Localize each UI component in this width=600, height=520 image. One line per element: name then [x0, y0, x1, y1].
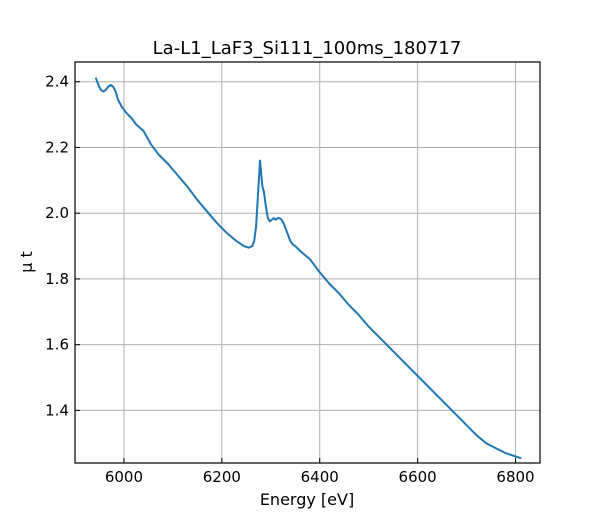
chart-title: La-L1_LaF3_Si111_100ms_180717: [153, 38, 462, 59]
y-tick-label: 1.6: [45, 336, 69, 354]
x-tick-label: 6800: [496, 468, 534, 486]
x-axis-label: Energy [eV]: [260, 490, 354, 509]
y-tick-label: 2.0: [45, 204, 69, 222]
y-tick-label: 1.4: [45, 401, 69, 419]
plot-frame: [74, 61, 541, 464]
x-tick-label: 6400: [301, 468, 339, 486]
y-tick-label: 2.4: [45, 73, 69, 91]
x-tick-label: 6000: [105, 468, 143, 486]
y-tick-label: 1.8: [45, 270, 69, 288]
x-tick-label: 6200: [203, 468, 241, 486]
grid-layer: [75, 62, 540, 463]
x-tick-label: 6600: [399, 468, 437, 486]
y-axis-label: μ t: [17, 251, 36, 273]
ticks-layer: 6000 6200 6400 6600 6800 1.4 1.6 1.8 2.0 2.2 2.4: [45, 73, 534, 486]
series-line: [95, 77, 522, 460]
y-tick-label: 2.2: [45, 138, 69, 156]
